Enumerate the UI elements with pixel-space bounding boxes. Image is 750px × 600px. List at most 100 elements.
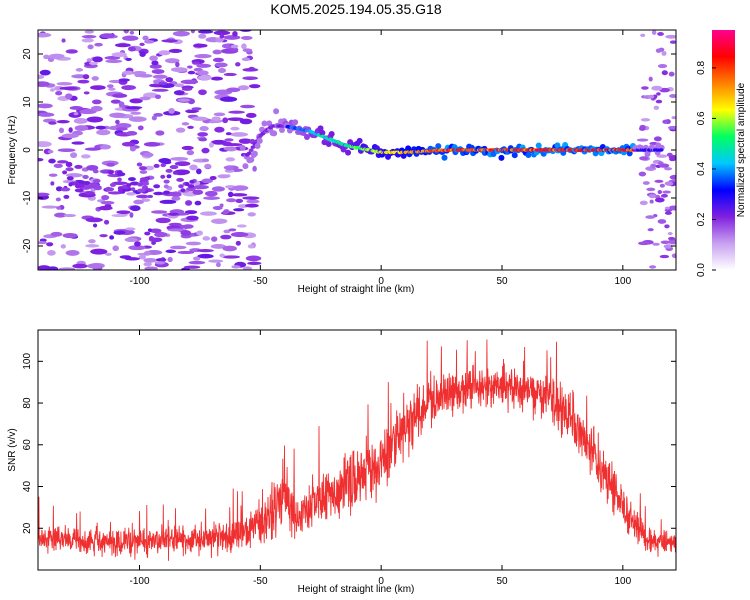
heatmap-cell (163, 184, 169, 189)
heatmap-cell (56, 81, 73, 86)
heatmap-cell (111, 181, 128, 185)
heatmap-cell (210, 76, 224, 81)
heatmap-cell (224, 138, 234, 142)
heatmap-cell (222, 255, 240, 259)
heatmap-cell (172, 170, 179, 175)
heatmap-cell (62, 232, 78, 239)
heatmap-cell (441, 154, 448, 161)
heatmap-cell (319, 129, 326, 136)
heatmap-cell (174, 83, 185, 88)
heatmap-cell (668, 71, 675, 77)
heatmap-cell (658, 148, 664, 152)
heatmap-cell (292, 119, 299, 126)
heatmap-cell (88, 61, 98, 65)
heatmap-cell (648, 194, 656, 199)
heatmap-cell (139, 96, 151, 101)
heatmap-cell (189, 164, 198, 171)
heatmap-cell (46, 242, 54, 247)
heatmap-cell (64, 93, 73, 100)
heatmap-cell (653, 136, 662, 142)
heatmap-cell (57, 148, 76, 153)
heatmap-cell (656, 92, 661, 96)
heatmap-cell (109, 235, 115, 240)
heatmap-cell (139, 177, 149, 182)
heatmap-cell (136, 162, 143, 167)
heatmap-cell (190, 30, 195, 34)
heatmap-cell (662, 119, 669, 124)
heatmap-cell (185, 200, 193, 206)
heatmap-cell (161, 39, 178, 43)
heatmap-cell (118, 101, 125, 108)
heatmap-cell (86, 58, 92, 63)
heatmap-cell (122, 70, 135, 75)
heatmap-cell (240, 104, 256, 109)
heatmap-cell (232, 185, 249, 191)
heatmap-cell (215, 262, 221, 268)
heatmap-cell (153, 191, 164, 196)
heatmap-cell (38, 192, 50, 197)
spectrogram-xtick-label: 50 (496, 276, 508, 287)
heatmap-cell (197, 30, 214, 34)
heatmap-cell (242, 163, 249, 170)
heatmap-cell (85, 244, 100, 248)
heatmap-cell (227, 191, 234, 198)
heatmap-cell (212, 49, 222, 55)
heatmap-cell (626, 150, 633, 157)
snr-xtick-label: 0 (378, 576, 384, 587)
heatmap-cell (81, 35, 97, 39)
heatmap-cell (652, 242, 660, 246)
heatmap-cell (178, 184, 184, 189)
heatmap-cell (61, 38, 66, 43)
heatmap-cell (122, 35, 139, 41)
heatmap-cell (63, 194, 70, 199)
heatmap-cell (185, 241, 202, 246)
colorbar-label: Normalized spectral amplitude (736, 82, 747, 217)
heatmap-cell (198, 137, 208, 142)
heatmap-cell (177, 98, 191, 102)
heatmap-cell (165, 168, 173, 173)
heatmap-cell (50, 231, 63, 237)
heatmap-cell (192, 184, 209, 190)
heatmap-cell (169, 165, 179, 170)
heatmap-cell (105, 252, 112, 256)
heatmap-cell (246, 199, 260, 204)
heatmap-cell (242, 76, 258, 81)
heatmap-cell (647, 228, 654, 232)
heatmap-cell (247, 261, 262, 266)
heatmap-cell (660, 240, 670, 244)
heatmap-cell (246, 151, 252, 156)
heatmap-cell (233, 208, 245, 212)
heatmap-cell (251, 150, 258, 157)
heatmap-cell (73, 118, 88, 124)
heatmap-cell (223, 229, 231, 234)
heatmap-cell (651, 30, 657, 35)
heatmap-cell (221, 141, 233, 147)
heatmap-cell (242, 266, 253, 270)
heatmap-cell (650, 163, 657, 168)
heatmap-cell (119, 255, 132, 259)
heatmap-cell (54, 212, 67, 218)
heatmap-cell (236, 224, 247, 228)
heatmap-cell (217, 67, 227, 74)
heatmap-cell (273, 108, 280, 115)
heatmap-cell (664, 224, 670, 229)
heatmap-cell (168, 107, 175, 114)
heatmap-cell (136, 188, 146, 193)
heatmap-cell (197, 132, 209, 137)
heatmap-cell (124, 237, 138, 243)
heatmap-cell (61, 133, 79, 139)
heatmap-cell (48, 173, 58, 177)
heatmap-cell (244, 203, 259, 208)
heatmap-cell (180, 230, 192, 236)
heatmap-cell (47, 149, 54, 154)
heatmap-cell (435, 143, 442, 150)
heatmap-cell (202, 158, 209, 162)
heatmap-cell (256, 137, 263, 144)
heatmap-cell (654, 197, 665, 203)
heatmap-cell (317, 125, 324, 132)
heatmap-cell (99, 234, 108, 238)
heatmap-cell (160, 257, 166, 263)
heatmap-cell (181, 122, 190, 126)
